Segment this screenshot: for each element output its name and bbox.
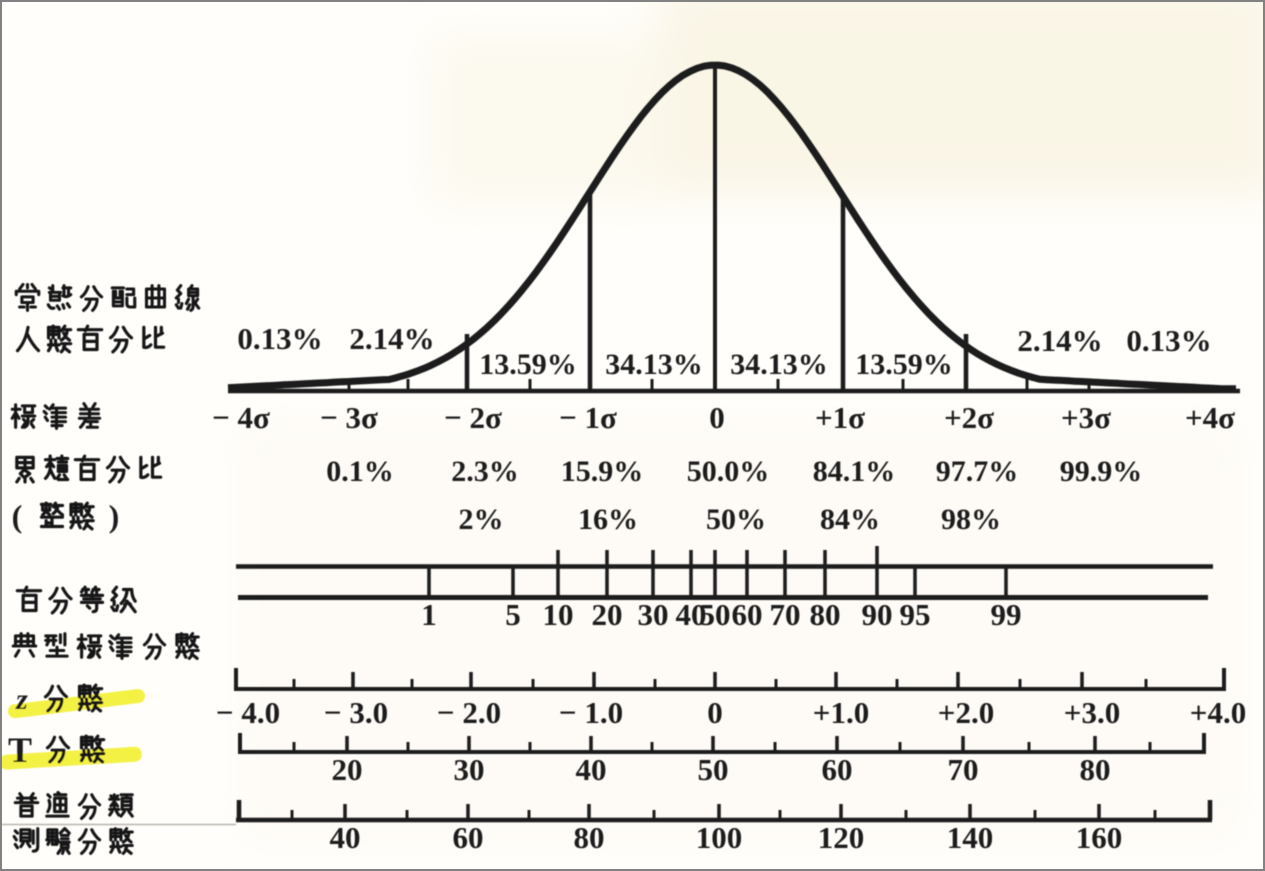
svg-text:95: 95 xyxy=(900,597,931,632)
svg-text:16%: 16% xyxy=(578,503,638,536)
svg-text:+1σ: +1σ xyxy=(815,400,865,435)
svg-text:60: 60 xyxy=(732,597,763,632)
svg-text:97.7%: 97.7% xyxy=(936,455,1019,488)
svg-text:13.59%: 13.59% xyxy=(855,348,953,381)
svg-text:160: 160 xyxy=(1076,820,1123,855)
svg-text:80: 80 xyxy=(574,820,605,855)
svg-text:0.13%: 0.13% xyxy=(237,321,322,356)
svg-text:50: 50 xyxy=(698,752,729,787)
svg-text:50%: 50% xyxy=(706,503,766,536)
svg-text:+1.0: +1.0 xyxy=(813,695,869,730)
svg-text:13.59%: 13.59% xyxy=(479,348,577,381)
svg-text:80: 80 xyxy=(810,597,841,632)
svg-text:50: 50 xyxy=(700,597,731,632)
svg-text:40: 40 xyxy=(676,597,707,632)
svg-text:99: 99 xyxy=(991,597,1022,632)
svg-text:40: 40 xyxy=(576,752,607,787)
svg-text:70: 70 xyxy=(770,597,801,632)
svg-text:2.3%: 2.3% xyxy=(451,455,519,488)
svg-text:84.1%: 84.1% xyxy=(813,455,896,488)
svg-text:0.13%: 0.13% xyxy=(1126,323,1211,358)
svg-text:30: 30 xyxy=(454,752,485,787)
svg-text:34.13%: 34.13% xyxy=(605,348,703,381)
svg-text:60: 60 xyxy=(822,752,853,787)
svg-text:− 2.0: − 2.0 xyxy=(437,695,501,730)
svg-text:98%: 98% xyxy=(941,503,1001,536)
svg-text:80: 80 xyxy=(1080,752,1111,787)
svg-text:+2σ: +2σ xyxy=(944,400,994,435)
svg-text:− 3.0: − 3.0 xyxy=(324,695,388,730)
svg-text:(: ( xyxy=(12,498,23,534)
svg-text:30: 30 xyxy=(638,597,669,632)
svg-text:50.0%: 50.0% xyxy=(687,455,770,488)
svg-text:z: z xyxy=(15,683,28,716)
svg-text:− 4σ: − 4σ xyxy=(212,400,270,435)
svg-text:+4.0: +4.0 xyxy=(1190,695,1246,730)
svg-text:T: T xyxy=(8,730,32,770)
svg-text:140: 140 xyxy=(947,820,994,855)
svg-text:+3.0: +3.0 xyxy=(1064,695,1120,730)
svg-text:120: 120 xyxy=(818,820,865,855)
svg-text:2%: 2% xyxy=(459,503,504,536)
svg-text:): ) xyxy=(109,498,120,534)
svg-text:− 1σ: − 1σ xyxy=(559,400,617,435)
svg-text:60: 60 xyxy=(453,820,484,855)
svg-text:99.9%: 99.9% xyxy=(1060,455,1143,488)
svg-text:0.1%: 0.1% xyxy=(326,455,394,488)
svg-text:20: 20 xyxy=(332,752,363,787)
svg-text:100: 100 xyxy=(696,820,743,855)
svg-text:70: 70 xyxy=(948,752,979,787)
svg-text:2.14%: 2.14% xyxy=(1017,323,1102,358)
svg-text:1: 1 xyxy=(421,597,437,632)
svg-text:40: 40 xyxy=(330,820,361,855)
svg-text:+4σ: +4σ xyxy=(1185,400,1235,435)
svg-text:− 2σ: − 2σ xyxy=(444,400,502,435)
svg-text:2.14%: 2.14% xyxy=(349,321,434,356)
svg-text:15.9%: 15.9% xyxy=(561,455,644,488)
svg-text:− 4.0: − 4.0 xyxy=(216,695,280,730)
svg-text:10: 10 xyxy=(543,597,574,632)
svg-text:34.13%: 34.13% xyxy=(730,348,828,381)
svg-text:+3σ: +3σ xyxy=(1061,400,1111,435)
svg-text:90: 90 xyxy=(862,597,893,632)
svg-text:5: 5 xyxy=(505,597,521,632)
svg-text:− 3σ: − 3σ xyxy=(320,400,378,435)
svg-text:0: 0 xyxy=(709,400,725,435)
svg-text:84%: 84% xyxy=(820,503,880,536)
svg-text:20: 20 xyxy=(592,597,623,632)
svg-text:− 1.0: − 1.0 xyxy=(559,695,623,730)
svg-text:0: 0 xyxy=(707,695,723,730)
svg-text:+2.0: +2.0 xyxy=(938,695,994,730)
